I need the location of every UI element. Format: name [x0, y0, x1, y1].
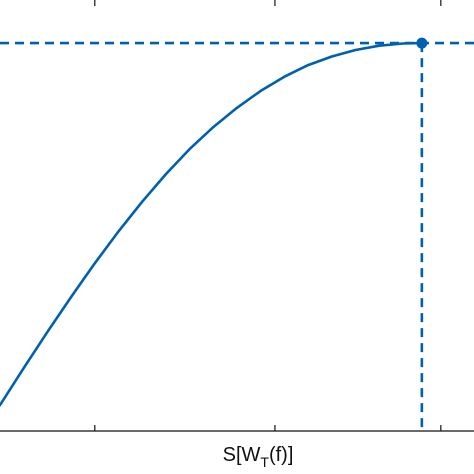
axes-layer: [0, 0, 474, 432]
x-axis-label: S[WT(f)]: [223, 444, 294, 470]
series-line-0: [0, 41, 424, 407]
x-axis-label-main: S[W: [223, 444, 261, 466]
x-axis-label-tail: (f)]: [269, 444, 293, 466]
max-point-marker: [416, 37, 428, 49]
marker-layer: [416, 37, 428, 49]
guide-layer: [0, 41, 474, 431]
series-layer: [0, 41, 424, 407]
x-axis-label-subscript: T: [260, 454, 269, 470]
